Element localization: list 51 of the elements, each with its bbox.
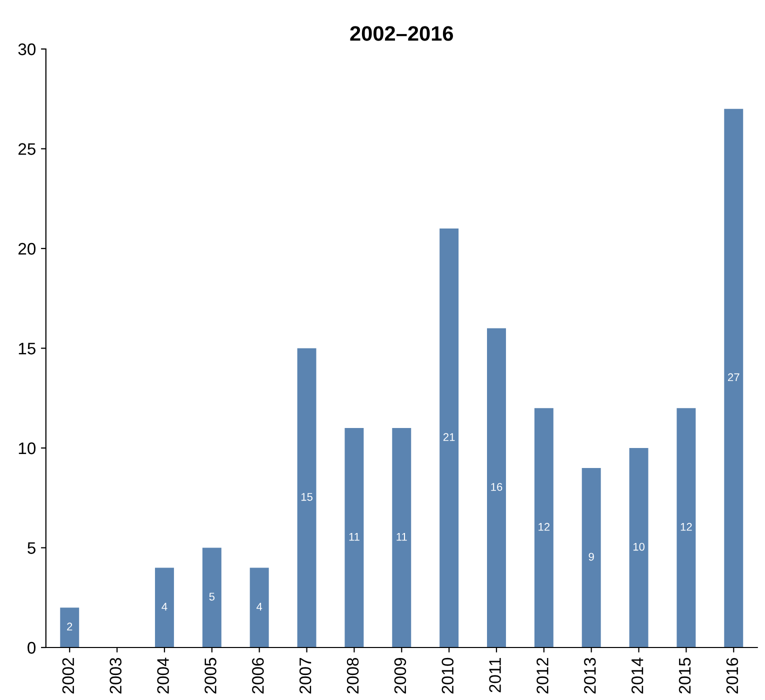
y-tick-label: 15 (18, 342, 36, 354)
y-tick-label: 25 (18, 143, 36, 155)
chart-title: 2002–2016 (350, 26, 454, 41)
bar (629, 448, 648, 648)
data-label: 10 (633, 542, 645, 551)
data-label: 16 (491, 483, 502, 491)
bar (487, 328, 506, 648)
bar (392, 428, 412, 648)
bar (676, 408, 696, 648)
bar (582, 468, 601, 648)
x-tick-label: 2009 (394, 658, 406, 694)
x-tick-label: 2006 (252, 658, 264, 694)
data-label: 12 (538, 522, 550, 531)
data-label: 27 (728, 373, 740, 382)
data-label: 4 (256, 602, 262, 610)
bar (250, 568, 269, 648)
x-tick-label: 2003 (110, 658, 122, 694)
bar (534, 408, 554, 648)
x-tick-label: 2013 (584, 658, 596, 694)
bar (344, 428, 364, 648)
y-tick-label: 5 (28, 542, 36, 554)
y-tick-label: 0 (28, 642, 36, 654)
data-label: 4 (162, 602, 168, 610)
data-label: 15 (301, 493, 312, 501)
x-tick-label: 2010 (442, 658, 454, 694)
data-label: 9 (588, 552, 594, 561)
y-tick-label: 10 (18, 442, 36, 454)
x-tick-label: 2007 (299, 658, 312, 694)
data-label: 5 (209, 592, 215, 601)
x-tick-label: 2004 (157, 658, 169, 694)
bar (724, 108, 744, 648)
x-tick-label: 2005 (204, 658, 216, 694)
bar (60, 608, 80, 648)
x-tick-label: 2015 (678, 658, 691, 694)
bar (202, 548, 222, 648)
y-tick-label: 20 (18, 242, 36, 255)
data-label: 12 (680, 522, 692, 531)
x-tick-label: 2008 (346, 658, 359, 694)
bar (440, 228, 459, 648)
x-tick-label: 2012 (536, 658, 548, 694)
x-tick-label: 2011 (489, 658, 501, 692)
data-label: 11 (396, 533, 407, 541)
x-tick-label: 2016 (726, 658, 738, 694)
bar (154, 568, 174, 648)
data-label: 21 (443, 433, 455, 441)
x-tick-label: 2002 (62, 658, 74, 694)
data-label: 2 (67, 622, 72, 630)
y-tick-label: 30 (18, 43, 36, 56)
x-tick-label: 2014 (631, 658, 644, 694)
bar (297, 348, 316, 648)
data-label: 11 (349, 533, 360, 541)
